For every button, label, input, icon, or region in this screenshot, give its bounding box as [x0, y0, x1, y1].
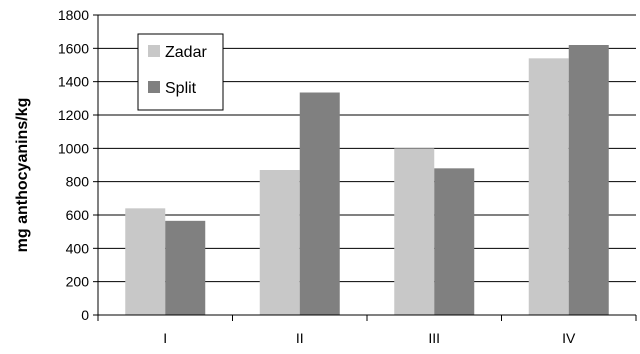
y-tick-label-800: 800 [66, 174, 90, 190]
y-tick-label-1200: 1200 [58, 107, 89, 123]
bar-split-I [165, 220, 206, 315]
x-tick-label-IV: IV [562, 330, 576, 346]
bar-split-IV [568, 45, 609, 315]
bar-zadar-IV [528, 58, 569, 315]
y-tick-label-200: 200 [66, 274, 90, 290]
y-tick-labels: 0 200 400 600 800 1000 1200 1400 1600 1800 [58, 7, 89, 323]
legend-label-split: Split [165, 80, 197, 97]
bars [125, 45, 609, 315]
bar-zadar-II [259, 170, 300, 315]
y-tick-label-1400: 1400 [58, 74, 89, 90]
legend-label-zadar: Zadar [165, 44, 207, 61]
y-tick-label-600: 600 [66, 207, 90, 223]
bar-zadar-I [125, 208, 166, 315]
y-tick-label-1800: 1800 [58, 7, 89, 23]
y-tick-label-400: 400 [66, 240, 90, 256]
bar-zadar-III [394, 148, 435, 315]
legend-swatch-split [148, 81, 160, 93]
y-tick-label-1600: 1600 [58, 40, 89, 56]
bar-split-II [299, 92, 340, 315]
legend-swatch-zadar [148, 45, 160, 57]
y-tick-label-0: 0 [81, 307, 89, 323]
legend: Zadar Split [137, 33, 224, 111]
y-axis-title: mg anthocyanins/kg [14, 98, 31, 253]
axes [93, 14, 637, 321]
x-tick-labels: I II III IV [163, 330, 576, 346]
y-tick-label-1000: 1000 [58, 140, 89, 156]
x-tick-label-I: I [163, 330, 167, 346]
x-tick-label-III: III [428, 330, 440, 346]
bar-split-III [434, 168, 475, 315]
x-tick-label-II: II [296, 330, 304, 346]
